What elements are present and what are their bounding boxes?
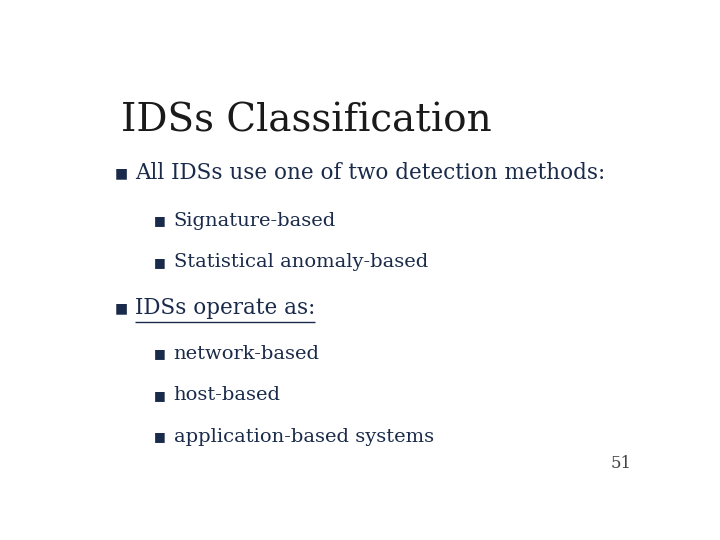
Text: ■: ■ (154, 430, 166, 443)
Text: ■: ■ (154, 256, 166, 269)
Text: Statistical anomaly-based: Statistical anomaly-based (174, 253, 428, 271)
Text: ■: ■ (154, 347, 166, 360)
Text: All IDSs use one of two detection methods:: All IDSs use one of two detection method… (135, 162, 605, 184)
Text: ■: ■ (115, 301, 128, 315)
Text: IDSs Classification: IDSs Classification (121, 102, 492, 139)
Text: 51: 51 (610, 455, 631, 472)
Text: ■: ■ (154, 214, 166, 227)
Text: Signature-based: Signature-based (174, 212, 336, 230)
Text: application-based systems: application-based systems (174, 428, 434, 446)
Text: network-based: network-based (174, 345, 320, 363)
Text: host-based: host-based (174, 386, 281, 404)
Text: ■: ■ (154, 389, 166, 402)
Text: IDSs operate as:: IDSs operate as: (135, 297, 315, 319)
Text: ■: ■ (115, 166, 128, 180)
